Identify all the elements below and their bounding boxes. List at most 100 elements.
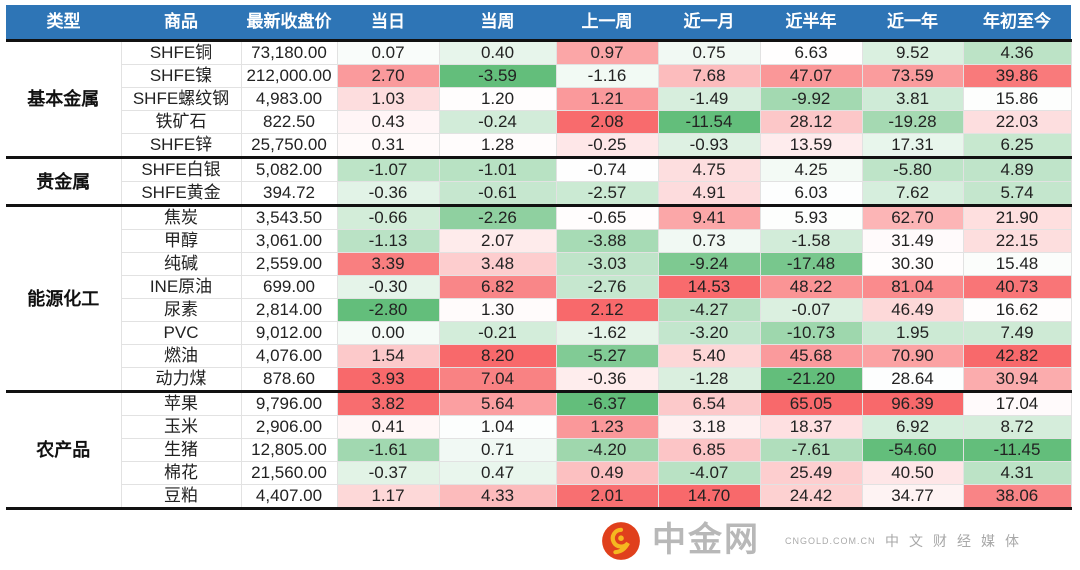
column-header: 当日 [337, 5, 439, 42]
heatmap-cell: 17.31 [861, 133, 964, 159]
table-row: 燃油 4,076.00 1.54 8.20 -5.27 5.40 45.68 70.90 42.… [6, 344, 1072, 368]
heatmap-cell: -1.01 [438, 157, 557, 182]
close-price: 2,814.00 [240, 298, 338, 322]
close-price: 73,180.00 [240, 40, 338, 65]
heatmap-cell: -3.20 [657, 321, 761, 345]
heatmap-cell: 8.20 [438, 344, 557, 368]
heatmap-cell: 3.81 [861, 87, 964, 111]
table-row: 生猪 12,805.00 -1.61 0.71 -4.20 6.85 -7.61 -54.60… [6, 438, 1072, 462]
heatmap-cell: -19.28 [861, 110, 964, 134]
heatmap-cell: 40.73 [962, 275, 1072, 299]
commodity-name: 棉花 [120, 461, 242, 485]
heatmap-cell: 2.12 [555, 298, 659, 322]
heatmap-cell: 28.64 [861, 367, 964, 393]
heatmap-cell: 5.40 [657, 344, 761, 368]
heatmap-cell: 22.15 [962, 229, 1072, 253]
heatmap-cell: -5.80 [861, 157, 964, 182]
heatmap-cell: 47.07 [759, 64, 863, 88]
heatmap-cell: -2.80 [336, 298, 440, 322]
heatmap-cell: 73.59 [861, 64, 964, 88]
heatmap-cell: 21.90 [962, 205, 1072, 230]
heatmap-cell: 6.03 [759, 181, 863, 207]
heatmap-cell: 2.70 [336, 64, 440, 88]
close-price: 25,750.00 [240, 133, 338, 159]
heatmap-cell: 2.08 [555, 110, 659, 134]
heatmap-cell: 31.49 [861, 229, 964, 253]
heatmap-cell: -1.49 [657, 87, 761, 111]
close-price: 822.50 [240, 110, 338, 134]
heatmap-cell: 22.03 [962, 110, 1072, 134]
table-row: 棉花 21,560.00 -0.37 0.47 0.49 -4.07 25.49 40.50 4… [6, 461, 1072, 485]
heatmap-cell: -3.88 [555, 229, 659, 253]
commodity-name: INE原油 [120, 275, 242, 299]
heatmap-cell: 40.50 [861, 461, 964, 485]
heatmap-cell: 39.86 [962, 64, 1072, 88]
close-price: 878.60 [240, 367, 338, 393]
commodity-name: 玉米 [120, 415, 242, 439]
commodity-name: SHFE铜 [120, 40, 242, 65]
heatmap-cell: 70.90 [861, 344, 964, 368]
watermark-logo-icon [602, 522, 640, 560]
heatmap-cell: 9.52 [861, 40, 964, 65]
heatmap-cell: -9.24 [657, 252, 761, 276]
heatmap-cell: 0.40 [438, 40, 557, 65]
column-header: 最新收盘价 [241, 5, 337, 42]
heatmap-cell: -4.27 [657, 298, 761, 322]
table-row: 甲醇 3,061.00 -1.13 2.07 -3.88 0.73 -1.58 31.49 22… [6, 229, 1072, 253]
table-row: SHFE螺纹钢 4,983.00 1.03 1.20 1.21 -1.49 -9.92 3.8… [6, 87, 1072, 111]
commodity-name: SHFE螺纹钢 [120, 87, 242, 111]
heatmap-cell: 18.37 [759, 415, 863, 439]
heatmap-cell: 4.89 [962, 157, 1072, 182]
commodity-name: 苹果 [120, 391, 242, 416]
heatmap-cell: 6.82 [438, 275, 557, 299]
category-cell: 贵金属 [6, 157, 122, 207]
heatmap-cell: 9.41 [657, 205, 761, 230]
heatmap-cell: 4.33 [438, 484, 557, 510]
commodity-name: 豆粕 [120, 484, 242, 510]
commodity-name: PVC [120, 321, 242, 345]
heatmap-cell: 1.17 [336, 484, 440, 510]
heatmap-cell: -0.24 [438, 110, 557, 134]
heatmap-cell: -0.36 [555, 367, 659, 393]
heatmap-cell: -21.20 [759, 367, 863, 393]
commodity-name: 铁矿石 [120, 110, 242, 134]
table-row: 玉米 2,906.00 0.41 1.04 1.23 3.18 18.37 6.92 8.72 [6, 415, 1072, 439]
commodity-name: SHFE锌 [120, 133, 242, 159]
heatmap-cell: 96.39 [861, 391, 964, 416]
heatmap-cell: 45.68 [759, 344, 863, 368]
heatmap-cell: 1.30 [438, 298, 557, 322]
watermark-text: 中金网 [652, 521, 760, 559]
heatmap-cell: 1.03 [336, 87, 440, 111]
heatmap-cell: -6.37 [555, 391, 659, 416]
heatmap-cell: 0.71 [438, 438, 557, 462]
close-price: 9,012.00 [240, 321, 338, 345]
heatmap-cell: 1.28 [438, 133, 557, 159]
table-row: PVC 9,012.00 0.00 -0.21 -1.62 -3.20 -10.73 1.95… [6, 321, 1072, 345]
commodity-name: 焦炭 [120, 205, 242, 230]
heatmap-cell: -3.03 [555, 252, 659, 276]
table-row: 动力煤 878.60 3.93 7.04 -0.36 -1.28 -21.20 28.64 30… [6, 367, 1072, 393]
heatmap-cell: 0.73 [657, 229, 761, 253]
heatmap-cell: 62.70 [861, 205, 964, 230]
heatmap-cell: 1.20 [438, 87, 557, 111]
heatmap-cell: -0.30 [336, 275, 440, 299]
heatmap-cell: -4.07 [657, 461, 761, 485]
heatmap-cell: 2.01 [555, 484, 659, 510]
commodity-name: 甲醇 [120, 229, 242, 253]
heatmap-cell: -0.37 [336, 461, 440, 485]
heatmap-cell: 4.75 [657, 157, 761, 182]
commodity-name: 燃油 [120, 344, 242, 368]
heatmap-cell: -0.25 [555, 133, 659, 159]
watermark-tagline: 中文财经媒体 [885, 533, 1029, 549]
heatmap-cell: -5.27 [555, 344, 659, 368]
heatmap-cell: 4.91 [657, 181, 761, 207]
heatmap-cell: -1.13 [336, 229, 440, 253]
close-price: 9,796.00 [240, 391, 338, 416]
heatmap-cell: 8.72 [962, 415, 1072, 439]
column-header: 近一年 [862, 5, 963, 42]
heatmap-cell: 4.25 [759, 157, 863, 182]
heatmap-cell: -0.61 [438, 181, 557, 207]
close-price: 3,543.50 [240, 205, 338, 230]
heatmap-cell: -17.48 [759, 252, 863, 276]
heatmap-cell: -9.92 [759, 87, 863, 111]
